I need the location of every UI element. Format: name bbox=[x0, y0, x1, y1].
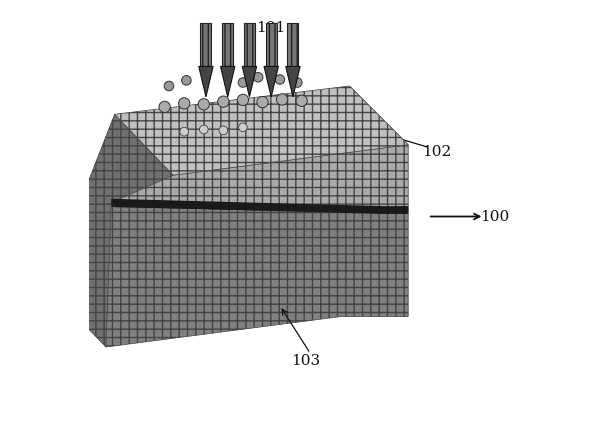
Circle shape bbox=[239, 124, 247, 132]
Circle shape bbox=[253, 73, 263, 83]
Polygon shape bbox=[288, 24, 299, 69]
Polygon shape bbox=[114, 201, 349, 213]
Circle shape bbox=[277, 95, 288, 106]
Circle shape bbox=[164, 82, 174, 92]
Text: 100: 100 bbox=[480, 210, 510, 224]
Circle shape bbox=[182, 76, 191, 86]
Text: 102: 102 bbox=[422, 145, 451, 159]
Polygon shape bbox=[111, 145, 408, 210]
Circle shape bbox=[293, 79, 302, 88]
Text: 103: 103 bbox=[291, 353, 321, 367]
Circle shape bbox=[257, 97, 268, 108]
Polygon shape bbox=[114, 87, 408, 176]
Circle shape bbox=[237, 95, 248, 106]
Polygon shape bbox=[220, 67, 235, 98]
Polygon shape bbox=[199, 67, 213, 98]
Text: 101: 101 bbox=[256, 21, 286, 35]
Polygon shape bbox=[111, 199, 408, 214]
Polygon shape bbox=[266, 24, 277, 69]
Text: 104: 104 bbox=[124, 117, 153, 131]
Circle shape bbox=[238, 79, 248, 88]
Polygon shape bbox=[47, 115, 173, 347]
Polygon shape bbox=[286, 67, 300, 98]
Circle shape bbox=[159, 102, 170, 113]
Polygon shape bbox=[244, 24, 255, 69]
Circle shape bbox=[275, 76, 285, 85]
Polygon shape bbox=[264, 67, 278, 98]
Polygon shape bbox=[201, 24, 211, 69]
Circle shape bbox=[218, 97, 229, 108]
Circle shape bbox=[180, 128, 188, 137]
Circle shape bbox=[179, 99, 190, 110]
Polygon shape bbox=[349, 87, 408, 145]
Polygon shape bbox=[106, 203, 408, 347]
Polygon shape bbox=[242, 67, 256, 98]
Circle shape bbox=[296, 96, 307, 107]
Circle shape bbox=[200, 126, 208, 135]
Circle shape bbox=[219, 127, 228, 135]
Circle shape bbox=[198, 99, 209, 111]
Polygon shape bbox=[222, 24, 233, 69]
